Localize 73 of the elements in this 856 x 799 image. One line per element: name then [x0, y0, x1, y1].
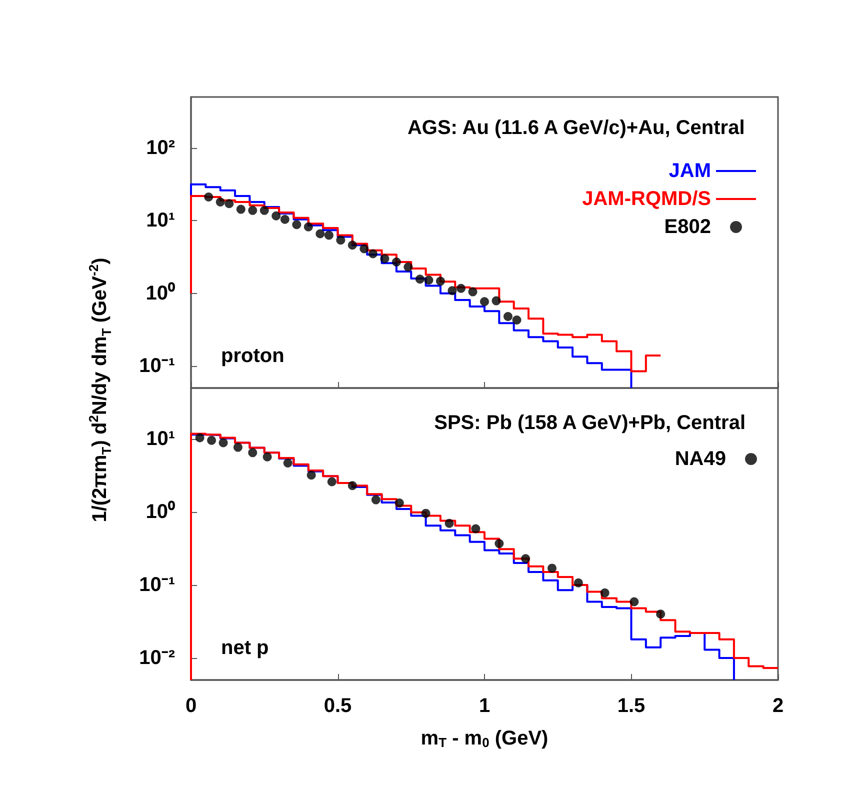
point	[236, 204, 246, 214]
y-tick-label: 10⁻¹	[139, 574, 176, 596]
point	[336, 236, 346, 245]
point	[262, 452, 272, 462]
x-tick-label: 1.5	[617, 695, 646, 717]
point	[327, 477, 336, 486]
x-tick-label: 0	[185, 695, 197, 717]
legend-label: E802	[664, 216, 711, 238]
point	[348, 481, 357, 490]
point	[348, 240, 357, 250]
point	[436, 276, 445, 286]
point	[448, 286, 457, 296]
y-tick-label: 10⁰	[146, 500, 175, 524]
point	[521, 554, 530, 564]
annotation: proton	[221, 345, 284, 367]
point	[195, 433, 204, 442]
point	[424, 276, 434, 285]
point	[360, 244, 369, 254]
x-axis-title: mT - m0 (GeV)	[420, 728, 548, 750]
point	[248, 206, 258, 215]
y-tick-label: 10¹	[146, 210, 176, 232]
point	[380, 254, 390, 264]
y-tick-label: 10²	[146, 136, 176, 159]
point	[260, 206, 269, 215]
y-tick-label: 10⁻²	[139, 647, 176, 670]
point	[656, 610, 666, 619]
annotation: net p	[221, 637, 269, 659]
y-tick-label: 10⁰	[146, 281, 175, 304]
y-tick-label: 10⁻¹	[139, 355, 176, 378]
point	[574, 578, 583, 588]
point	[444, 518, 454, 528]
point	[415, 274, 424, 284]
x-tick-label: 1	[478, 695, 490, 717]
point	[468, 287, 478, 296]
point	[368, 249, 378, 258]
point	[600, 588, 610, 598]
point	[548, 564, 557, 573]
point	[283, 458, 292, 468]
point	[280, 214, 290, 224]
text: AGS: Au (11.6 A GeV/c)+Au, Central	[407, 117, 745, 139]
point	[503, 312, 512, 322]
point	[456, 284, 466, 293]
point	[394, 498, 404, 508]
point	[421, 508, 430, 518]
legend-label: JAM	[668, 160, 711, 182]
point	[480, 297, 489, 306]
point	[316, 229, 325, 238]
legend-label: NA49	[674, 448, 726, 470]
point	[404, 262, 413, 272]
point	[304, 222, 313, 232]
point	[630, 597, 639, 606]
point	[218, 438, 228, 448]
point	[248, 448, 258, 458]
point	[371, 495, 380, 504]
point	[233, 442, 242, 452]
point	[272, 211, 281, 220]
point	[292, 220, 302, 230]
point	[324, 230, 334, 240]
point	[492, 296, 501, 306]
y-tick-label: 10¹	[146, 428, 176, 450]
x-tick-label: 0.5	[324, 695, 352, 717]
point	[471, 524, 480, 534]
point	[512, 316, 522, 325]
legend-label: JAM-RQMD/S	[582, 188, 711, 210]
point	[224, 199, 234, 208]
point	[216, 198, 225, 207]
x-tick-label: 2	[772, 695, 784, 717]
point	[392, 257, 401, 266]
text: SPS: Pb (158 A GeV)+Pb, Central	[434, 412, 746, 434]
point	[207, 436, 216, 445]
point	[494, 539, 504, 548]
point	[306, 470, 316, 480]
point	[204, 192, 214, 202]
